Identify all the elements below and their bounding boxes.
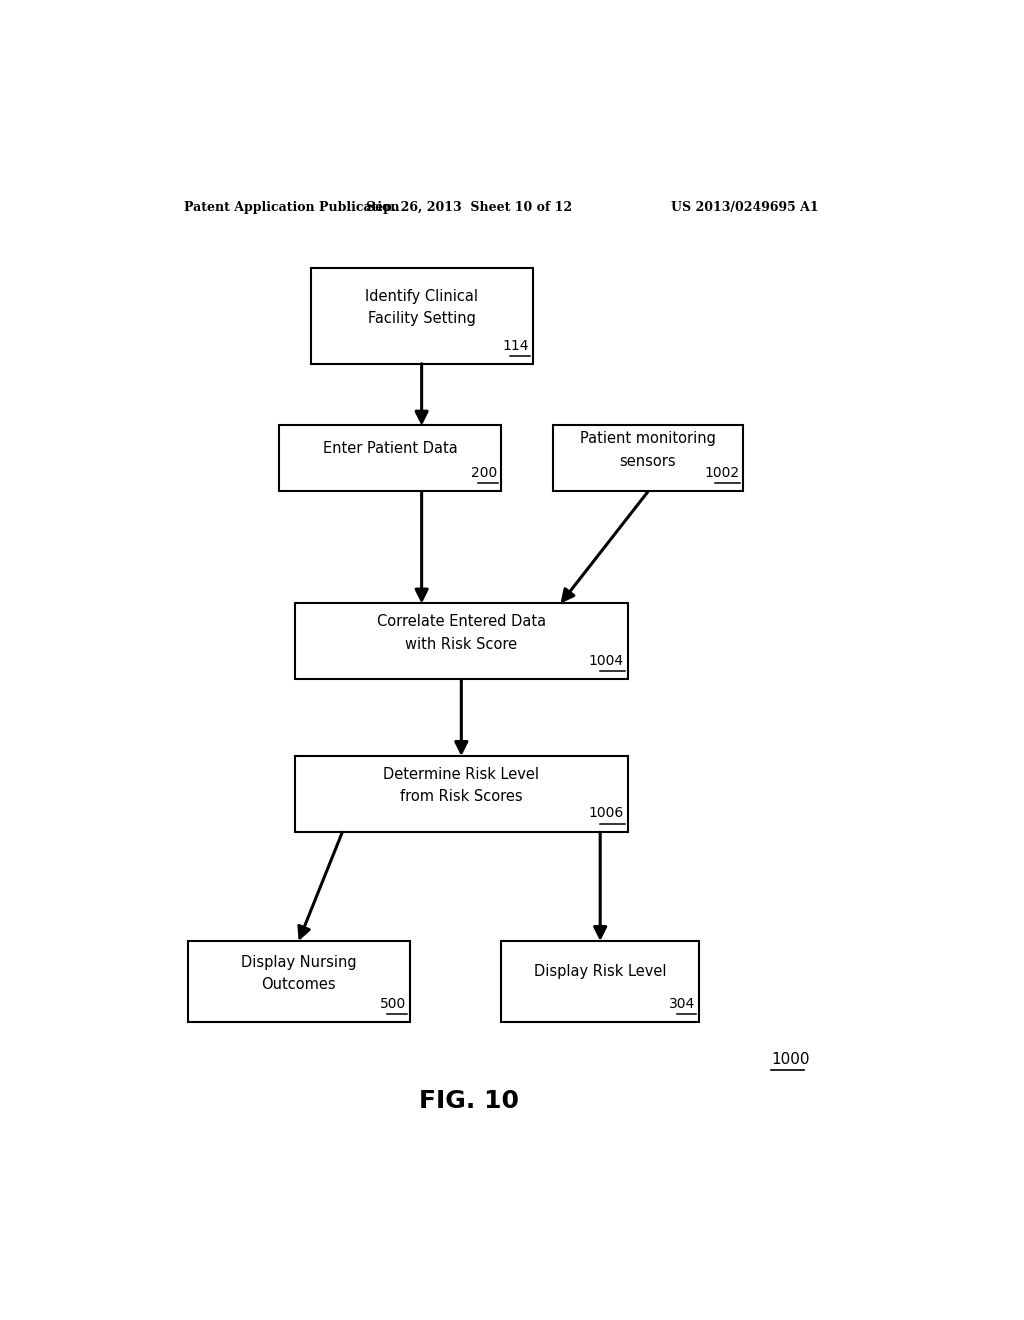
FancyBboxPatch shape [553, 425, 743, 491]
Text: 304: 304 [669, 997, 695, 1011]
Text: Correlate Entered Data: Correlate Entered Data [377, 614, 546, 630]
Text: Display Risk Level: Display Risk Level [534, 964, 667, 979]
Text: Patent Application Publication: Patent Application Publication [183, 201, 399, 214]
Text: 500: 500 [380, 997, 406, 1011]
Text: Facility Setting: Facility Setting [368, 312, 475, 326]
Text: Identify Clinical: Identify Clinical [366, 289, 478, 304]
Text: US 2013/0249695 A1: US 2013/0249695 A1 [671, 201, 818, 214]
Text: 1004: 1004 [589, 653, 624, 668]
Text: Determine Risk Level: Determine Risk Level [383, 767, 540, 781]
Text: 1006: 1006 [589, 807, 624, 821]
FancyBboxPatch shape [295, 755, 628, 832]
Text: with Risk Score: with Risk Score [406, 636, 517, 652]
FancyBboxPatch shape [187, 941, 410, 1023]
Text: Patient monitoring: Patient monitoring [580, 432, 716, 446]
FancyBboxPatch shape [310, 268, 532, 364]
Text: 114: 114 [502, 339, 528, 352]
Text: Enter Patient Data: Enter Patient Data [323, 441, 458, 455]
Text: Outcomes: Outcomes [261, 977, 336, 993]
Text: 1000: 1000 [771, 1052, 809, 1068]
Text: FIG. 10: FIG. 10 [419, 1089, 519, 1113]
Text: Sep. 26, 2013  Sheet 10 of 12: Sep. 26, 2013 Sheet 10 of 12 [367, 201, 572, 214]
Text: 1002: 1002 [703, 466, 739, 480]
Text: from Risk Scores: from Risk Scores [400, 789, 522, 804]
FancyBboxPatch shape [295, 603, 628, 680]
FancyBboxPatch shape [279, 425, 501, 491]
FancyBboxPatch shape [501, 941, 699, 1023]
Text: 200: 200 [471, 466, 497, 480]
Text: sensors: sensors [620, 454, 676, 469]
Text: Display Nursing: Display Nursing [241, 954, 356, 970]
